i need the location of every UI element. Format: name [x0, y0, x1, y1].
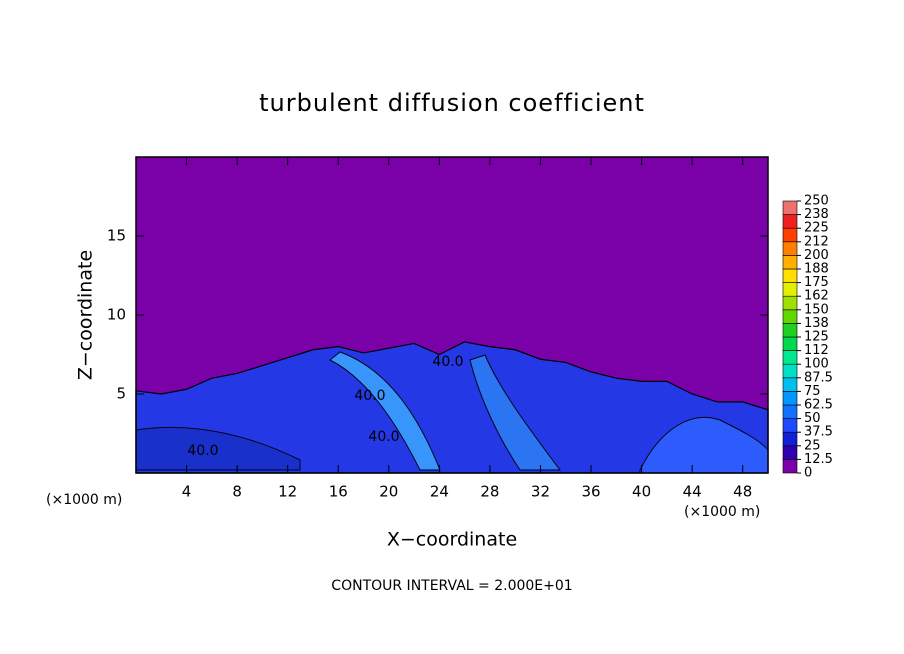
y-unit: (×1000 m)	[46, 492, 122, 508]
plot-area: 40.040.040.040.04 8 12 16 20 24 28 32 36 40 44 4851…	[107, 156, 769, 501]
y-axis-label: Z−coordinate	[75, 250, 97, 380]
x-tick-label: 16	[329, 483, 348, 501]
colorbar-label: 62.5	[804, 398, 833, 413]
x-tick-label: 12	[278, 483, 297, 501]
colorbar-label: 0	[804, 466, 812, 481]
x-tick-label: 36	[581, 483, 600, 501]
colorbar-swatch	[782, 391, 798, 406]
y-tick-label: 15	[107, 227, 126, 245]
colorbar-swatch	[782, 282, 798, 297]
x-tick-label: 32	[531, 483, 550, 501]
contour-note: CONTOUR INTERVAL = 2.000E+01	[331, 578, 572, 594]
colorbar-swatch	[782, 459, 798, 474]
colorbar-swatch	[782, 363, 798, 379]
colorbar-label: 87.5	[804, 370, 833, 385]
x-tick-label: 20	[379, 483, 398, 501]
colorbar-label: 25	[804, 438, 821, 453]
field-swath	[329, 351, 441, 471]
contour-label: 40.0	[354, 388, 385, 404]
x-tick-label: 44	[683, 483, 702, 501]
colorbar-label: 162	[804, 289, 829, 304]
colorbar-label: 50	[804, 411, 821, 426]
y-tick-label: 5	[116, 385, 126, 403]
x-tick-label: 40	[632, 483, 651, 501]
colorbar: 012.52537.55062.57587.510011212513815016…	[782, 194, 833, 481]
colorbar-swatch	[782, 200, 798, 215]
chart-title: turbulent diffusion coefficient	[259, 89, 645, 117]
field-swath	[639, 416, 769, 474]
colorbar-label: 125	[804, 330, 829, 345]
colorbar-label: 200	[804, 248, 829, 263]
contour-label: 40.0	[368, 429, 399, 445]
colorbar-swatch	[782, 418, 798, 433]
colorbar-swatch	[782, 227, 798, 243]
colorbar-label: 225	[804, 221, 829, 236]
colorbar-label: 112	[804, 343, 829, 358]
colorbar-swatch	[782, 268, 798, 283]
colorbar-swatch	[782, 431, 798, 447]
x-tick-label: 24	[430, 483, 449, 501]
colorbar-swatch	[782, 309, 798, 324]
colorbar-swatch	[782, 241, 798, 256]
colorbar-label: 250	[804, 194, 829, 209]
x-axis-label: X−coordinate	[387, 529, 517, 551]
x-tick-label: 48	[733, 483, 752, 501]
colorbar-label: 100	[804, 357, 829, 372]
turbulent-layer	[135, 341, 769, 474]
contour-label: 40.0	[432, 354, 463, 370]
colorbar-label: 75	[804, 384, 821, 399]
x-unit: (×1000 m)	[684, 504, 760, 520]
colorbar-swatch	[782, 445, 798, 460]
contour-label: 40.0	[187, 443, 218, 459]
x-tick-label: 28	[480, 483, 499, 501]
colorbar-swatch	[782, 404, 798, 419]
colorbar-label: 37.5	[804, 425, 833, 440]
colorbar-swatch	[782, 295, 798, 311]
y-tick-label: 10	[107, 306, 126, 324]
colorbar-swatch	[782, 214, 798, 229]
x-tick-label: 8	[232, 483, 242, 501]
x-tick-label: 4	[182, 483, 192, 501]
colorbar-swatch	[782, 377, 798, 392]
colorbar-label: 150	[804, 302, 829, 317]
colorbar-swatch	[782, 350, 798, 365]
colorbar-label: 138	[804, 316, 829, 331]
field-swath	[469, 354, 561, 471]
colorbar-swatch	[782, 336, 798, 351]
colorbar-label: 238	[804, 207, 829, 222]
colorbar-swatch	[782, 323, 798, 338]
field-swath	[135, 426, 301, 471]
colorbar-label: 188	[804, 262, 829, 277]
colorbar-label: 212	[804, 234, 829, 249]
colorbar-swatch	[782, 255, 798, 270]
colorbar-label: 175	[804, 275, 829, 290]
colorbar-label: 12.5	[804, 452, 833, 467]
